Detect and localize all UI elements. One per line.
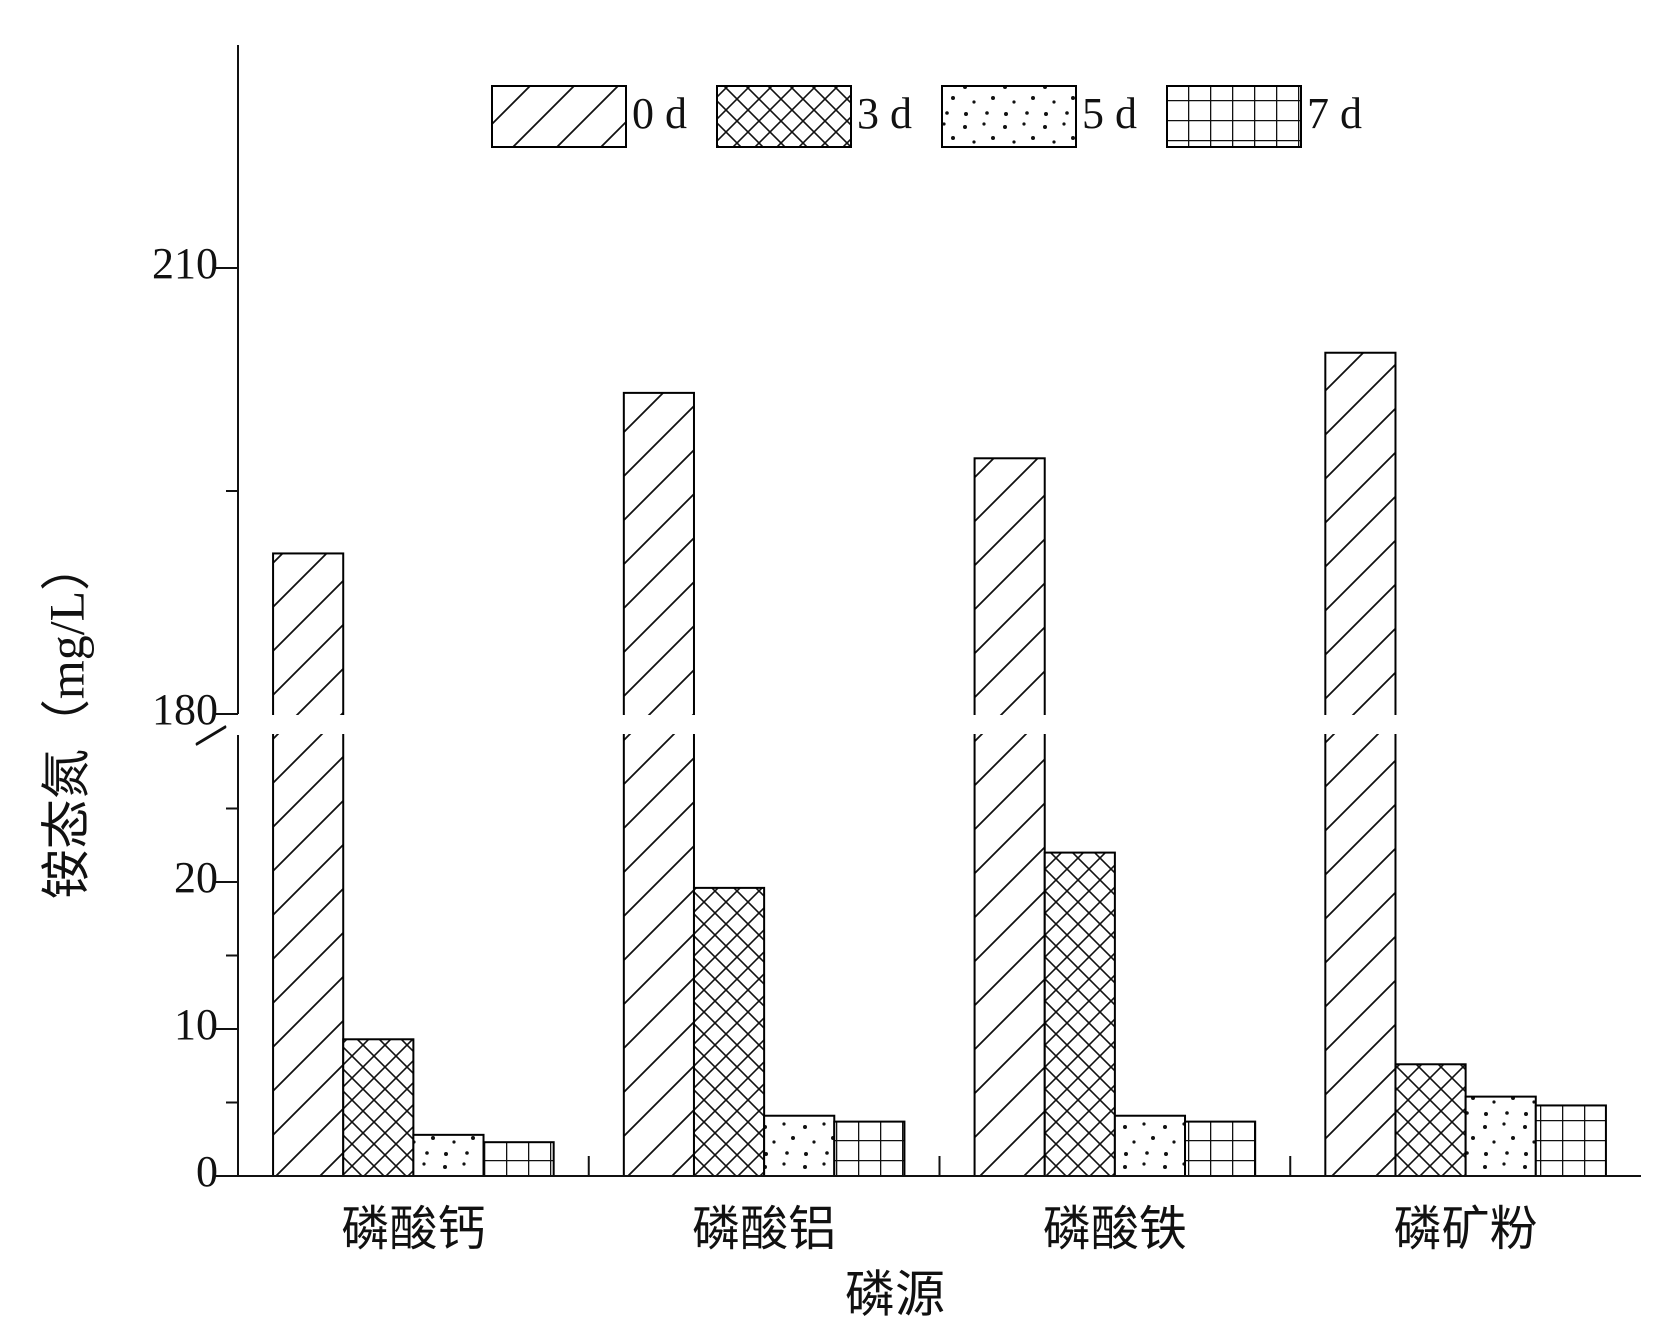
legend-label: 7 d	[1307, 89, 1362, 138]
y-tick-label: 180	[152, 685, 218, 734]
legend-swatch	[1166, 85, 1302, 148]
y-tick-label: 0	[196, 1147, 218, 1196]
y-tick-label: 20	[174, 853, 218, 902]
legend-label: 0 d	[632, 89, 687, 138]
bar	[342, 1038, 415, 1178]
y-tick-label: 10	[174, 1000, 218, 1049]
y-axis-title: 铵态氮（mg/L）	[38, 541, 94, 899]
x-tick-label: 磷酸铝	[692, 1203, 836, 1256]
legend-label: 3 d	[857, 89, 912, 138]
legend-label: 5 d	[1082, 89, 1137, 138]
x-tick-label: 磷酸铁	[1043, 1203, 1187, 1256]
legend-swatch	[941, 85, 1077, 148]
bar	[1043, 851, 1116, 1177]
bar	[622, 391, 695, 1177]
y-tick-label: 210	[152, 239, 218, 288]
bar	[412, 1133, 485, 1177]
legend-swatch	[716, 85, 852, 148]
bar	[1534, 1104, 1607, 1177]
bar	[1394, 1063, 1467, 1178]
x-tick-label: 磷酸钙	[341, 1203, 485, 1256]
bar	[763, 1114, 836, 1177]
bar	[692, 886, 766, 1177]
axis-break-mark	[195, 725, 227, 746]
bar	[1184, 1120, 1257, 1177]
x-axis-title: 磷源	[845, 1266, 945, 1322]
axis-break-gap	[198, 715, 1641, 734]
bar	[272, 552, 345, 1177]
bar	[973, 457, 1046, 1177]
bar	[1324, 351, 1397, 1177]
bar	[482, 1141, 555, 1177]
x-tick-label: 磷矿粉	[1394, 1203, 1538, 1256]
bar	[833, 1120, 906, 1177]
legend-swatch	[491, 85, 627, 148]
bar	[1464, 1095, 1537, 1177]
bar	[1113, 1114, 1187, 1177]
